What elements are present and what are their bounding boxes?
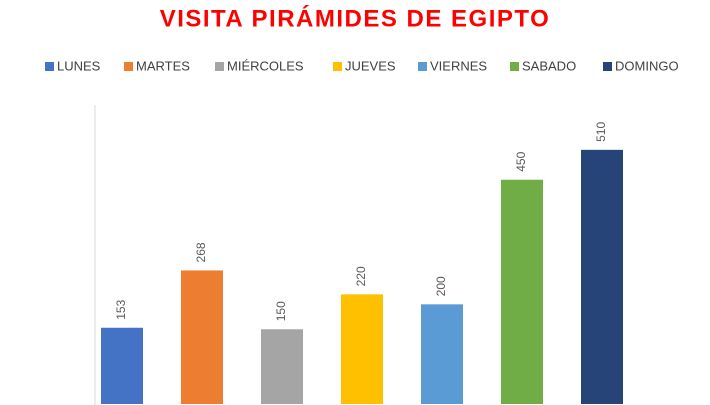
legend-swatch [603,62,612,71]
value-label: 150 [274,301,288,321]
legend-swatch [45,62,54,71]
value-label: 153 [114,299,128,319]
chart-title: VISITA PIRÁMIDES DE EGIPTO [160,4,551,32]
bar [501,179,543,404]
legend-text: DOMINGO [615,58,679,73]
bar [581,149,623,404]
bar [421,304,463,404]
bar [101,327,143,404]
legend-text: JUEVES [345,58,396,73]
value-label: 450 [514,151,528,171]
value-label: 510 [594,122,608,142]
legend-text: LUNES [57,58,101,73]
legend-swatch [418,62,427,71]
bar [181,270,223,404]
legend-text: MIÉRCOLES [227,58,304,73]
legend-text: SABADO [522,58,576,73]
value-label: 200 [434,276,448,296]
bar [341,294,383,404]
legend-text: VIERNES [430,58,487,73]
legend-swatch [124,62,133,71]
value-label: 220 [354,266,368,286]
bar [261,329,303,404]
legend-swatch [510,62,519,71]
legend-swatch [215,62,224,71]
value-label: 268 [194,242,208,262]
legend-swatch [333,62,342,71]
legend-text: MARTES [136,58,190,73]
